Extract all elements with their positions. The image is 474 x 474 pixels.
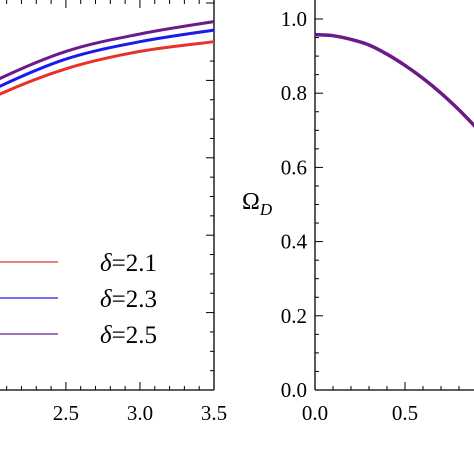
right-x-tick-label: 0.5: [392, 401, 418, 425]
legend: δ=2.1 δ=2.3 δ=2.5: [0, 250, 157, 349]
right-y-tick-label: 0.4: [281, 230, 308, 254]
right-y-tick-label: 1.0: [281, 7, 307, 31]
right-y-tick-label: 0.0: [281, 378, 307, 402]
right-y-tick-labels: 0.0 0.2 0.4 0.6 0.8 1.0: [281, 7, 308, 402]
right-x-tick-label: 0.0: [302, 401, 328, 425]
right-x-tick-labels: 0.0 0.5: [302, 401, 418, 425]
left-series-line-1: [0, 40, 215, 96]
right-y-tick-label: 0.6: [281, 155, 307, 179]
left-x-tick-label: 2.5: [53, 401, 79, 425]
right-y-axis-title: ΩD: [242, 189, 273, 219]
right-y-tick-label: 0.8: [281, 81, 307, 105]
left-series-group: [0, 20, 215, 96]
left-x-tick-labels: 2.5 3.0 3.5: [53, 401, 227, 425]
left-ticks: [6, 0, 215, 391]
left-series-line-2: [0, 28, 215, 88]
left-series-line-3: [0, 20, 215, 81]
right-y-tick-label: 0.2: [281, 304, 307, 328]
right-chart-panel: 0.0 0.2 0.4 0.6 0.8 1.0 0.0 0.5 ΩD: [242, 0, 474, 425]
legend-label-2: δ=2.3: [100, 286, 157, 313]
right-series-line-1: [314, 32, 474, 128]
left-x-tick-label: 3.0: [127, 401, 153, 425]
legend-label-1: δ=2.1: [100, 250, 157, 277]
left-chart-panel: 2.5 3.0 3.5 δ=2.1 δ=2.3 δ=2.5: [0, 0, 227, 425]
right-ticks: [314, 18, 460, 391]
legend-label-3: δ=2.5: [100, 322, 157, 349]
right-series-group: [314, 32, 474, 128]
left-x-tick-label: 3.5: [201, 401, 227, 425]
